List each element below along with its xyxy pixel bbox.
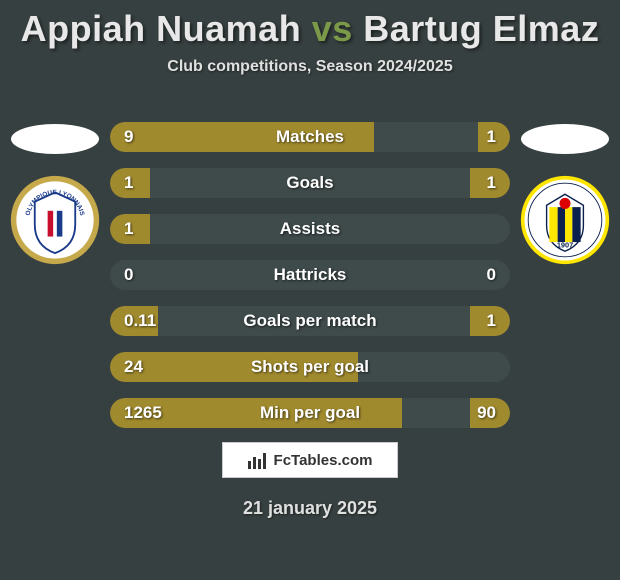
stat-row: Goals1 1: [110, 168, 510, 198]
stat-label: Matches: [110, 122, 510, 152]
svg-text:1907: 1907: [557, 241, 573, 250]
stat-value-left: 9: [124, 122, 133, 152]
vs-text: vs: [312, 8, 353, 49]
player2-club-badge: 1907: [519, 174, 611, 266]
watermark-text: FcTables.com: [274, 452, 373, 469]
stat-row: Shots per goal24: [110, 352, 510, 382]
stat-label: Goals per match: [110, 306, 510, 336]
stat-row: Matches9 1: [110, 122, 510, 152]
stat-value-left: 1: [124, 214, 133, 244]
stat-row: Hattricks0 0: [110, 260, 510, 290]
stat-label: Goals: [110, 168, 510, 198]
player1-name: Appiah Nuamah: [21, 8, 302, 49]
stat-value-right: 1: [487, 122, 496, 152]
stat-value-left: 1: [124, 168, 133, 198]
stat-value-left: 0.11: [124, 306, 156, 336]
stat-value-left: 0: [124, 260, 133, 290]
stat-value-right: 90: [477, 398, 496, 428]
player2-name: Bartug Elmaz: [363, 8, 599, 49]
subtitle: Club competitions, Season 2024/2025: [0, 58, 620, 76]
player1-club-badge: OLYMPIQUE LYONNAIS: [9, 174, 101, 266]
player1-silhouette: [11, 124, 99, 154]
stat-row: Assists1: [110, 214, 510, 244]
stat-label: Assists: [110, 214, 510, 244]
player2-silhouette: [521, 124, 609, 154]
comparison-title: Appiah Nuamah vs Bartug Elmaz: [0, 0, 620, 50]
stat-value-right: 1: [487, 168, 496, 198]
stat-value-left: 24: [124, 352, 143, 382]
stat-row: Min per goal1265 90: [110, 398, 510, 428]
stat-label: Shots per goal: [110, 352, 510, 382]
stat-label: Min per goal: [110, 398, 510, 428]
stat-value-right: 1: [487, 306, 496, 336]
stat-value-right: 0: [487, 260, 496, 290]
stat-label: Hattricks: [110, 260, 510, 290]
stats-bars: Matches91Goals11Assists1Hattricks00Goals…: [110, 122, 510, 444]
chart-icon: [248, 451, 268, 469]
date-label: 21 january 2025: [0, 498, 620, 519]
fctables-watermark: FcTables.com: [222, 442, 398, 478]
stat-row: Goals per match0.11 1: [110, 306, 510, 336]
stat-value-left: 1265: [124, 398, 162, 428]
